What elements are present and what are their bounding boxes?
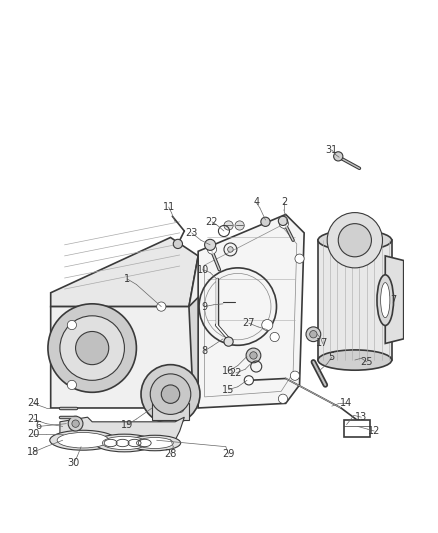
Circle shape xyxy=(334,152,343,161)
Ellipse shape xyxy=(381,282,390,318)
Circle shape xyxy=(72,420,79,427)
Circle shape xyxy=(68,416,83,431)
Circle shape xyxy=(205,239,215,251)
Text: 8: 8 xyxy=(201,346,208,356)
Circle shape xyxy=(60,316,124,381)
Text: 28: 28 xyxy=(164,449,177,459)
Text: 12: 12 xyxy=(368,426,380,436)
Circle shape xyxy=(290,371,300,381)
Circle shape xyxy=(48,304,136,392)
Text: 13: 13 xyxy=(355,412,367,422)
Ellipse shape xyxy=(50,430,116,450)
Circle shape xyxy=(244,376,254,385)
Polygon shape xyxy=(51,256,203,408)
Circle shape xyxy=(141,365,200,424)
Text: 15: 15 xyxy=(223,384,235,394)
Ellipse shape xyxy=(95,434,154,452)
Circle shape xyxy=(278,394,288,403)
Text: 30: 30 xyxy=(67,458,80,469)
Text: 24: 24 xyxy=(27,398,39,408)
Text: 6: 6 xyxy=(35,422,42,431)
Text: 20: 20 xyxy=(27,429,39,439)
Circle shape xyxy=(161,385,180,403)
Text: 9: 9 xyxy=(201,302,208,312)
Circle shape xyxy=(67,320,77,329)
Circle shape xyxy=(278,216,288,225)
Text: 2: 2 xyxy=(281,197,287,207)
Ellipse shape xyxy=(318,230,392,251)
Circle shape xyxy=(327,213,382,268)
Ellipse shape xyxy=(318,350,392,370)
Circle shape xyxy=(175,403,184,413)
Polygon shape xyxy=(385,256,404,343)
Text: 17: 17 xyxy=(316,338,329,349)
Text: 23: 23 xyxy=(186,228,198,238)
Text: 19: 19 xyxy=(121,419,133,430)
Text: 25: 25 xyxy=(360,357,373,367)
Circle shape xyxy=(224,221,233,230)
Text: 31: 31 xyxy=(326,145,338,155)
Circle shape xyxy=(235,221,244,230)
Circle shape xyxy=(246,348,261,363)
Polygon shape xyxy=(51,238,198,306)
Circle shape xyxy=(173,239,183,248)
Text: 5: 5 xyxy=(328,352,335,362)
Circle shape xyxy=(157,302,166,311)
Circle shape xyxy=(261,217,270,227)
Circle shape xyxy=(250,352,257,359)
Bar xyxy=(344,420,370,437)
Polygon shape xyxy=(189,293,207,408)
Circle shape xyxy=(207,245,217,254)
Polygon shape xyxy=(60,417,184,445)
Text: 29: 29 xyxy=(223,449,235,459)
Bar xyxy=(152,403,189,420)
Text: 18: 18 xyxy=(27,447,39,457)
Polygon shape xyxy=(198,214,304,408)
Bar xyxy=(318,240,392,360)
Text: 22: 22 xyxy=(206,217,218,227)
Circle shape xyxy=(279,219,289,228)
Circle shape xyxy=(295,254,304,263)
Circle shape xyxy=(338,224,371,257)
Text: 4: 4 xyxy=(253,197,259,207)
Ellipse shape xyxy=(57,432,109,448)
Text: 16: 16 xyxy=(223,366,235,376)
Text: 1: 1 xyxy=(124,274,130,284)
Circle shape xyxy=(76,332,109,365)
Text: 27: 27 xyxy=(243,318,255,328)
Text: 10: 10 xyxy=(197,265,209,274)
Circle shape xyxy=(224,337,233,346)
Circle shape xyxy=(67,381,77,390)
Circle shape xyxy=(228,247,233,252)
Text: 22: 22 xyxy=(230,368,242,378)
Ellipse shape xyxy=(102,437,147,450)
Circle shape xyxy=(306,327,321,342)
Text: 21: 21 xyxy=(27,414,39,424)
Ellipse shape xyxy=(136,438,173,449)
Ellipse shape xyxy=(377,275,394,326)
Circle shape xyxy=(150,374,191,415)
Text: 7: 7 xyxy=(390,295,397,305)
Text: 14: 14 xyxy=(339,398,352,408)
Circle shape xyxy=(262,319,273,330)
Text: 11: 11 xyxy=(162,202,175,212)
Ellipse shape xyxy=(129,435,180,451)
Circle shape xyxy=(310,330,317,338)
Circle shape xyxy=(270,333,279,342)
